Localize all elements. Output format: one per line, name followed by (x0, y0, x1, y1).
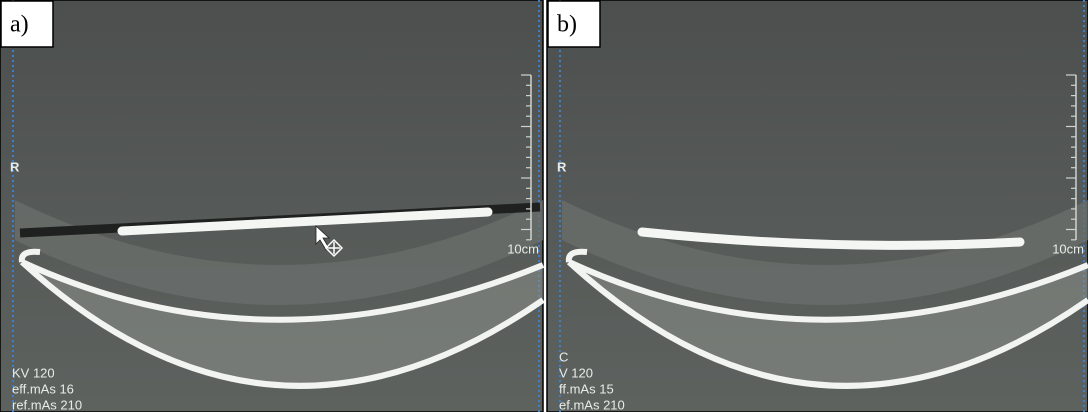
table-band (562, 200, 1088, 305)
couch-edge (566, 259, 1088, 389)
couch-edge (565, 248, 588, 263)
scale-label: 10cm (507, 241, 539, 256)
couch-edge (20, 259, 545, 323)
scan-info: ff.mAs 15 (559, 381, 614, 396)
orientation-label: R (10, 159, 20, 174)
label-box (547, 0, 601, 48)
scan-info: V 120 (559, 365, 593, 380)
orientation-label: R (557, 159, 567, 174)
couch-fill (18, 262, 543, 386)
couch-fill (565, 262, 1088, 386)
scan-info: ref.mAs 210 (12, 397, 82, 412)
scan-info: ef.mAs 210 (559, 397, 625, 412)
scan-info: eff.mAs 16 (12, 381, 74, 396)
panel-label: a) (10, 12, 29, 38)
couch-edge (19, 259, 545, 389)
couch-edge (18, 248, 41, 263)
scan-info: C (559, 349, 568, 364)
scan-info: KV 120 (12, 365, 55, 380)
scale-label: 10cm (1052, 241, 1084, 256)
table-band (15, 200, 543, 305)
white-bar (637, 227, 1025, 250)
label-box (0, 0, 54, 48)
panel-label: b) (557, 12, 577, 38)
couch-edge (567, 259, 1088, 323)
white-bar (117, 207, 493, 236)
cursor-move (324, 238, 344, 258)
